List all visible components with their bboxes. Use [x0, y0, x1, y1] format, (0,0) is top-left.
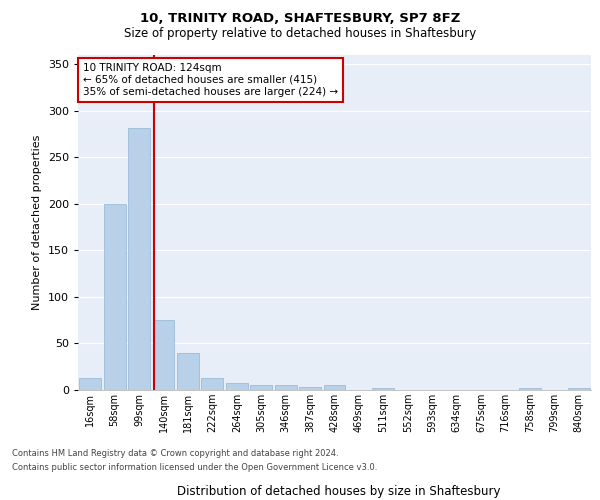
Bar [275, 386, 296, 390]
Bar [226, 382, 248, 390]
Text: 10 TRINITY ROAD: 124sqm
← 65% of detached houses are smaller (415)
35% of semi-d: 10 TRINITY ROAD: 124sqm ← 65% of detache… [83, 64, 338, 96]
Bar [177, 353, 199, 390]
Text: Contains public sector information licensed under the Open Government Licence v3: Contains public sector information licen… [12, 464, 377, 472]
Y-axis label: Number of detached properties: Number of detached properties [32, 135, 42, 310]
Text: Contains HM Land Registry data © Crown copyright and database right 2024.: Contains HM Land Registry data © Crown c… [12, 448, 338, 458]
Bar [568, 388, 590, 390]
Bar [128, 128, 150, 390]
Bar [373, 388, 394, 390]
Bar [104, 204, 125, 390]
Text: Distribution of detached houses by size in Shaftesbury: Distribution of detached houses by size … [177, 484, 501, 498]
Bar [250, 386, 272, 390]
Text: Size of property relative to detached houses in Shaftesbury: Size of property relative to detached ho… [124, 28, 476, 40]
Bar [299, 387, 321, 390]
Bar [202, 378, 223, 390]
Bar [519, 388, 541, 390]
Bar [152, 320, 175, 390]
Bar [79, 378, 101, 390]
Bar [323, 386, 346, 390]
Text: 10, TRINITY ROAD, SHAFTESBURY, SP7 8FZ: 10, TRINITY ROAD, SHAFTESBURY, SP7 8FZ [140, 12, 460, 26]
